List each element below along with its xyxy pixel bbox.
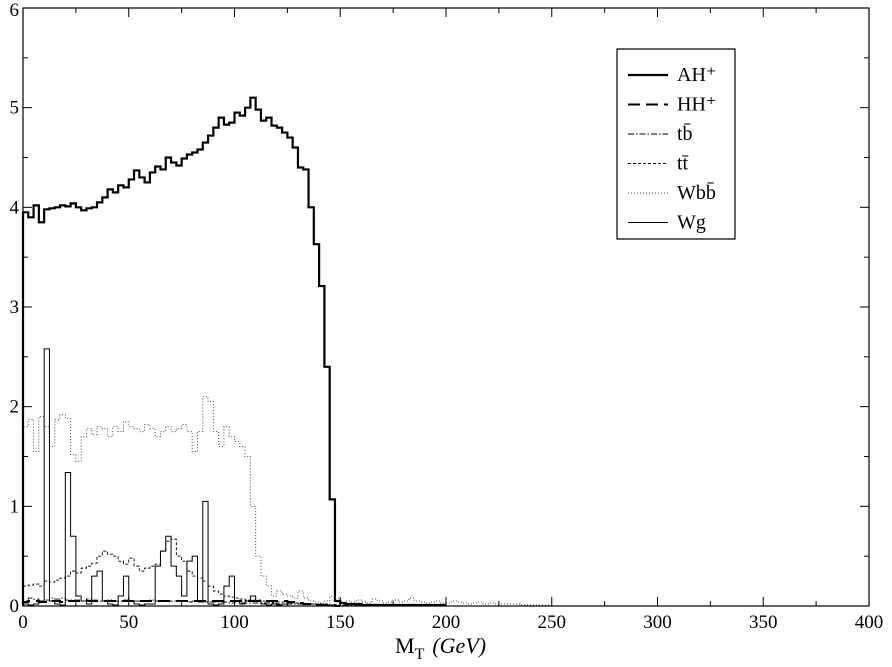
legend-label: Wg	[677, 212, 706, 234]
x-tick-label: 300	[643, 612, 672, 633]
x-tick-label: 150	[326, 612, 355, 633]
legend-label: AH⁺	[677, 64, 716, 86]
x-axis-title-subscript: T	[415, 646, 425, 663]
series-line-5	[22, 348, 288, 606]
y-tick-label: 5	[10, 98, 20, 119]
legend-label: tt̄	[677, 153, 689, 175]
x-axis-title-unit: (GeV)	[432, 633, 486, 658]
x-tick-label: 0	[18, 612, 28, 633]
x-axis-title: MT (GeV)	[395, 633, 486, 663]
series-line-0	[21, 96, 446, 607]
x-tick-label: 250	[538, 612, 567, 633]
legend: AH⁺ HH⁺ tb̄ tt̄ Wbb̄ Wg	[616, 48, 736, 240]
x-axis-title-text: MT (GeV)	[395, 633, 486, 663]
y-tick-label: 3	[10, 297, 20, 318]
x-tick-label: 200	[432, 612, 461, 633]
x-tick-label: 350	[749, 612, 778, 633]
y-tick-label: 1	[10, 496, 20, 517]
legend-box	[616, 48, 736, 240]
series-layer	[21, 96, 552, 607]
y-tick-label: 0	[10, 596, 20, 617]
y-tick-label: 6	[10, 0, 20, 21]
legend-label: HH⁺	[677, 94, 716, 116]
y-tick-label: 2	[10, 397, 20, 418]
x-tick-label: 100	[220, 612, 249, 633]
x-axis-title-main: M	[395, 633, 415, 658]
x-tick-label: 400	[855, 612, 884, 633]
plot-background	[23, 8, 869, 606]
ticks-layer: 0 50 100 150 200 250 300 350 400 0 1 2 3 4 5 6	[10, 0, 884, 633]
x-tick-label: 50	[119, 612, 138, 633]
legend-label: tb̄	[677, 123, 693, 145]
legend-label: Wbb̄	[677, 182, 716, 204]
y-tick-label: 4	[10, 197, 20, 218]
